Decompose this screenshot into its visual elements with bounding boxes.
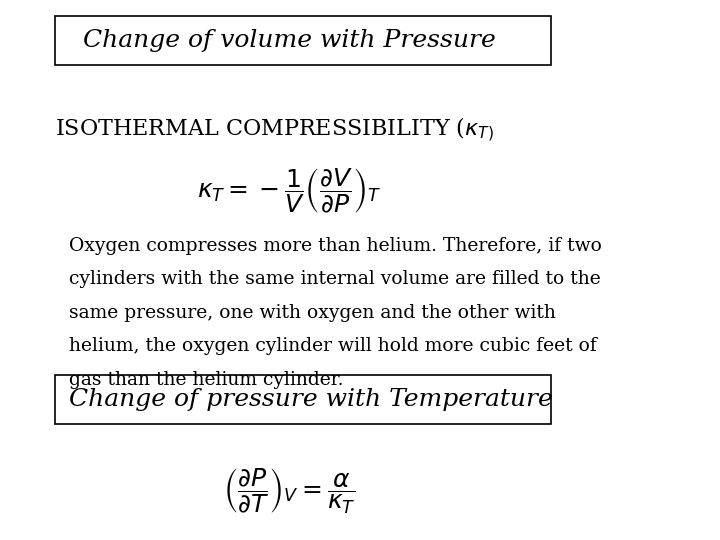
Text: $\kappa_T = -\dfrac{1}{V}\left(\dfrac{\partial V}{\partial P}\right)_T$: $\kappa_T = -\dfrac{1}{V}\left(\dfrac{\p… <box>197 167 382 217</box>
Text: Oxygen compresses more than helium. Therefore, if two: Oxygen compresses more than helium. Ther… <box>69 237 602 255</box>
Text: helium, the oxygen cylinder will hold more cubic feet of: helium, the oxygen cylinder will hold mo… <box>69 337 597 355</box>
FancyBboxPatch shape <box>55 16 552 65</box>
FancyBboxPatch shape <box>55 375 552 424</box>
Text: $\left(\dfrac{\partial P}{\partial T}\right)_V = \dfrac{\alpha}{\kappa_T}$: $\left(\dfrac{\partial P}{\partial T}\ri… <box>223 467 356 516</box>
Text: gas than the helium cylinder.: gas than the helium cylinder. <box>69 370 343 389</box>
Text: Change of volume with Pressure: Change of volume with Pressure <box>83 29 495 52</box>
Text: same pressure, one with oxygen and the other with: same pressure, one with oxygen and the o… <box>69 303 556 322</box>
Text: cylinders with the same internal volume are filled to the: cylinders with the same internal volume … <box>69 270 600 288</box>
Text: ISOTHERMAL COMPRESSIBILITY ($\kappa$$_{T)}$: ISOTHERMAL COMPRESSIBILITY ($\kappa$$_{T… <box>55 116 494 144</box>
Text: Change of pressure with Temperature: Change of pressure with Temperature <box>69 388 553 411</box>
